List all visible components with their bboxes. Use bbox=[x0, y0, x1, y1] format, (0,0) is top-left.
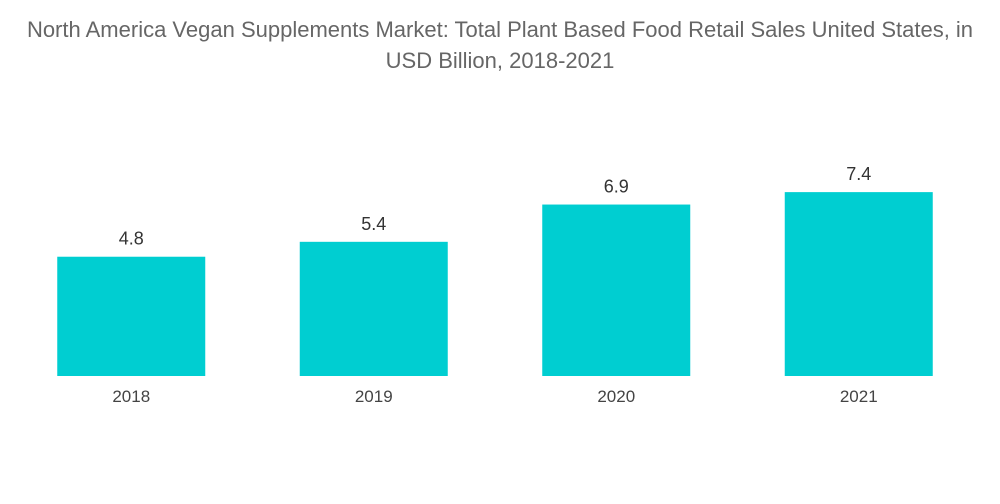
bar-2021 bbox=[784, 192, 933, 376]
chart-title: North America Vegan Supplements Market: … bbox=[26, 17, 974, 73]
bar-2020 bbox=[542, 204, 691, 376]
bar-2019 bbox=[299, 241, 448, 376]
data-label-2018: 4.8 bbox=[119, 229, 144, 249]
bar-2018 bbox=[57, 256, 206, 376]
data-label-2020: 6.9 bbox=[604, 177, 629, 197]
x-tick-label-2019: 2019 bbox=[355, 387, 393, 406]
x-tick-label-2018: 2018 bbox=[112, 387, 150, 406]
x-tick-label-2021: 2021 bbox=[840, 387, 878, 406]
x-tick-label-2020: 2020 bbox=[597, 387, 635, 406]
data-label-2019: 5.4 bbox=[361, 214, 386, 234]
data-label-2021: 7.4 bbox=[846, 164, 871, 184]
